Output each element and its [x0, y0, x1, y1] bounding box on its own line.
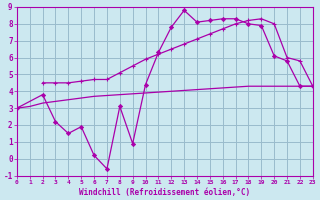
X-axis label: Windchill (Refroidissement éolien,°C): Windchill (Refroidissement éolien,°C): [79, 188, 250, 197]
